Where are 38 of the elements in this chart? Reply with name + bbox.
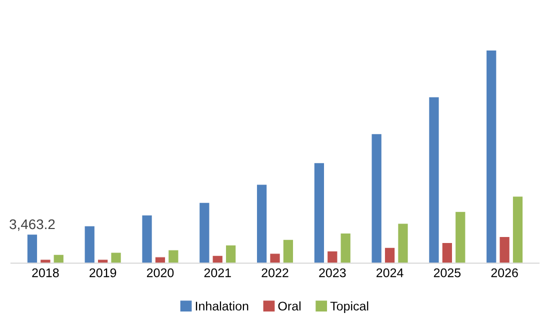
bar [340,232,352,264]
x-tick-label: 2020 [146,268,174,278]
bar [371,133,382,264]
x-tick-label: 2019 [90,268,116,278]
bar [168,250,179,264]
bar [269,253,281,264]
bar [53,254,64,264]
x-tick-label: 2022 [262,268,288,278]
bar [384,247,396,264]
data-label: 3,463.2 [10,219,55,231]
legend-label: Inhalation [196,301,248,311]
bar [454,211,466,264]
x-tick-label: 2025 [434,268,461,278]
x-tick-label: 2021 [204,268,231,278]
bar [256,184,268,264]
bar [26,234,38,264]
bar [397,223,408,264]
bar [326,250,338,264]
x-tick-label: 2018 [32,268,59,278]
x-tick-label: 2026 [491,268,518,278]
bar [212,255,224,264]
bar [198,202,210,264]
bar [225,244,236,264]
bar [428,96,440,264]
legend-label: Oral [278,301,300,311]
bar [512,196,524,264]
bar [154,256,166,264]
legend-label: Topical [330,301,368,314]
bar [314,162,325,264]
x-tick-label: 2024 [376,268,404,278]
bar [499,236,510,264]
bar [110,252,122,264]
bar [142,214,153,264]
bar [442,242,453,264]
bar [282,239,294,264]
bar [84,226,96,264]
bar [486,50,497,264]
x-tick-label: 2023 [319,268,346,278]
